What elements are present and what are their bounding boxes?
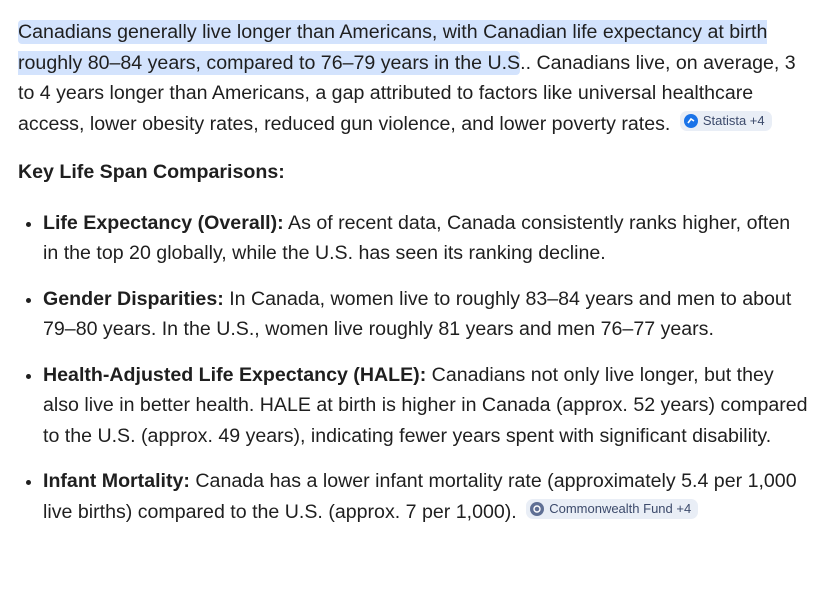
ai-overview: Canadians generally live longer than Ame… [18, 17, 808, 542]
item-label: Gender Disparities: [43, 287, 224, 310]
item-label: Life Expectancy (Overall): [43, 211, 284, 234]
source-chip[interactable]: Statista +4 [679, 110, 772, 131]
item-text: As of recent data, Canada consistently r… [43, 211, 791, 265]
comparison-list: Life Expectancy (Overall): As of recent … [18, 208, 808, 528]
list-item: Life Expectancy (Overall): As of recent … [43, 208, 808, 269]
list-item: Gender Disparities: In Canada, women liv… [43, 284, 808, 345]
source-icon [683, 113, 698, 128]
intro: Canadians generally live longer than Ame… [18, 17, 808, 139]
source-label: Commonwealth Fund +4 [549, 500, 692, 516]
list-item: Health-Adjusted Life Expectancy (HALE): … [43, 360, 808, 452]
item-label: Infant Mortality: [43, 470, 190, 492]
item-text: Canadians not only live longer, but they… [43, 363, 808, 447]
heading: Key Life Span Comparisons: [18, 161, 285, 183]
list-item: Infant Mortality: Canada has a lower inf… [43, 466, 808, 527]
source-icon [530, 501, 545, 516]
source-label: Statista +4 [702, 112, 765, 128]
intro-text: .. Canadians live, on average, 3 to 4 ye… [18, 51, 796, 135]
item-text: In Canada, women live to roughly 83–84 y… [43, 287, 792, 341]
item-label: Health-Adjusted Life Expectancy (HALE): [43, 363, 427, 386]
source-chip[interactable]: Commonwealth Fund +4 [526, 498, 699, 519]
item-text: Canada has a lower infant mortality rate… [43, 470, 797, 523]
